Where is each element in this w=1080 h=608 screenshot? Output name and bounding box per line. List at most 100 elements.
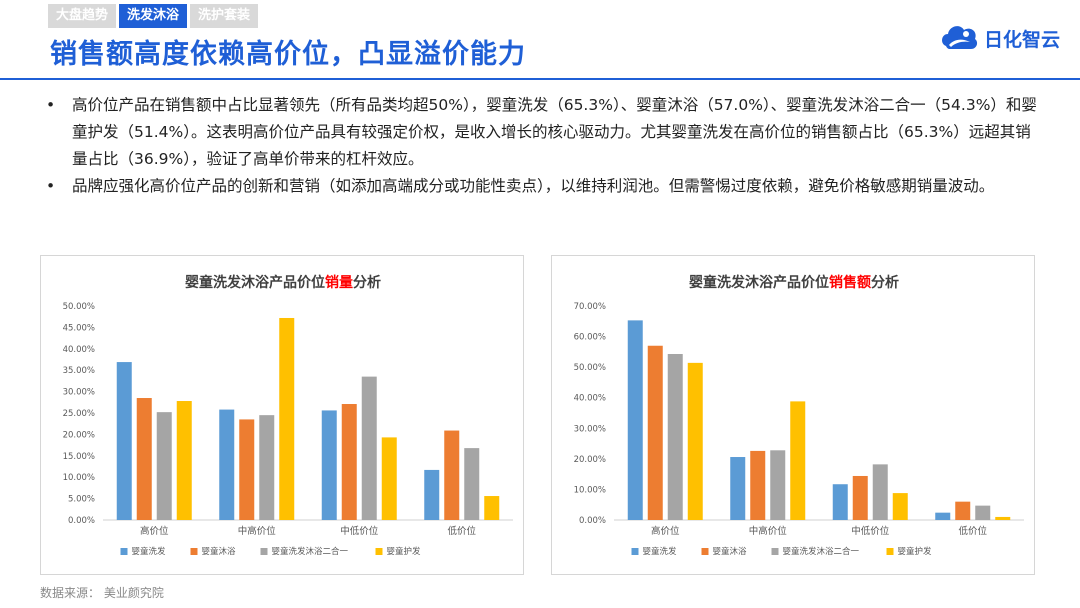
bar <box>444 430 460 520</box>
y-tick-label: 25.00% <box>63 409 95 419</box>
bullet-text: 品牌应强化高价位产品的创新和营销（如添加高端成分或功能性卖点），以维持利润池。但… <box>72 177 995 195</box>
chart-title-prefix: 婴童洗发沐浴产品价位 <box>689 274 829 291</box>
x-tick-label: 中高价位 <box>238 525 277 537</box>
x-tick-label: 中低价位 <box>851 525 890 537</box>
x-tick-label: 低价位 <box>447 525 476 537</box>
bar <box>424 469 440 520</box>
bar <box>239 419 255 520</box>
y-tick-label: 10.00% <box>574 485 606 495</box>
bar <box>687 362 703 520</box>
bullet-item: • 高价位产品在销售额中占比显著领先（所有品类均超50%），婴童洗发（65.3%… <box>42 92 1042 173</box>
y-tick-label: 5.00% <box>68 495 95 505</box>
chart-legend: 婴童洗发 婴童沐浴 婴童洗发沐浴二合一 婴童护发 <box>631 546 933 557</box>
bar <box>259 415 275 520</box>
bar <box>667 353 683 520</box>
bar <box>730 457 746 520</box>
legend-swatch <box>260 548 268 555</box>
chart-title-highlight: 销售额 <box>829 274 871 291</box>
chart-title: 婴童洗发沐浴产品价位销售额分析 <box>689 274 899 291</box>
bar <box>627 320 643 520</box>
revenue-bar-chart: 婴童洗发沐浴产品价位销售额分析 0.00% 10.00% 20.00% 30.00% 40… <box>574 274 1024 557</box>
bullet-dot: • <box>46 96 56 114</box>
bar <box>464 448 480 520</box>
x-tick-label: 中低价位 <box>340 525 379 537</box>
legend-label: 婴童洗发沐浴二合一 <box>783 546 860 557</box>
chart-title-prefix: 婴童洗发沐浴产品价位 <box>185 274 325 291</box>
tab-care-sets[interactable]: 洗护套装 <box>190 4 259 28</box>
tab-shampoo-bath[interactable]: 洗发沐浴 <box>119 4 188 28</box>
bar <box>955 501 971 520</box>
bar <box>116 362 132 520</box>
bar <box>381 437 397 520</box>
bar <box>321 410 337 520</box>
y-tick-label: 40.00% <box>574 394 606 404</box>
legend-swatch <box>886 548 894 555</box>
bar <box>935 512 951 520</box>
bar <box>770 450 786 520</box>
bar <box>750 450 766 520</box>
chart-title: 婴童洗发沐浴产品价位销量分析 <box>185 274 381 291</box>
chart-panel-revenue: 婴童洗发沐浴产品价位销售额分析 0.00% 10.00% 20.00% 30.00% 40… <box>551 255 1035 575</box>
legend-label: 婴童沐浴 <box>713 546 748 557</box>
tab-market-trend[interactable]: 大盘趋势 <box>48 4 117 28</box>
bar <box>484 496 500 520</box>
y-tick-label: 0.00% <box>68 516 95 526</box>
y-tick-label: 0.00% <box>579 516 606 526</box>
legend-label: 婴童洗发 <box>643 546 678 557</box>
volume-bar-chart: 婴童洗发沐浴产品价位销量分析 0.00% 5.00% 10.00% 15.00% 20.0… <box>63 274 513 557</box>
bar <box>219 409 235 520</box>
legend-swatch <box>190 548 198 555</box>
y-tick-label: 35.00% <box>63 366 95 376</box>
bullet-text: 高价位产品在销售额中占比显著领先（所有品类均超50%），婴童洗发（65.3%）、… <box>72 96 1037 168</box>
x-tick-label: 高价位 <box>651 525 680 537</box>
chart-panel-volume: 婴童洗发沐浴产品价位销量分析 0.00% 5.00% 10.00% 15.00% 20.0… <box>40 255 524 575</box>
brand-logo: 日化智云 <box>940 20 1060 56</box>
legend-swatch <box>701 548 709 555</box>
y-tick-label: 50.00% <box>574 363 606 373</box>
y-tick-label: 45.00% <box>63 323 95 333</box>
y-tick-label: 20.00% <box>574 455 606 465</box>
bar <box>995 516 1011 520</box>
y-tick-label: 20.00% <box>63 430 95 440</box>
y-tick-label: 50.00% <box>63 302 95 312</box>
legend-label: 婴童洗发沐浴二合一 <box>272 546 349 557</box>
bar <box>975 505 991 520</box>
bar <box>136 398 152 520</box>
legend-label: 婴童沐浴 <box>202 546 237 557</box>
bar <box>790 401 806 520</box>
bar <box>279 317 295 520</box>
cloud-logo-icon <box>942 26 978 49</box>
legend-label: 婴童护发 <box>898 546 933 557</box>
legend-label: 婴童护发 <box>387 546 422 557</box>
chart-legend: 婴童洗发 婴童沐浴 婴童洗发沐浴二合一 婴童护发 <box>120 546 422 557</box>
legend-swatch <box>631 548 639 555</box>
bullet-item: • 品牌应强化高价位产品的创新和营销（如添加高端成分或功能性卖点），以维持利润池… <box>42 173 1042 200</box>
data-source-note: 数据来源： 美业颜究院 <box>40 586 164 600</box>
y-tick-label: 30.00% <box>574 424 606 434</box>
y-tick-label: 60.00% <box>574 333 606 343</box>
bar <box>892 493 908 520</box>
bar <box>176 401 192 520</box>
bar <box>872 464 888 520</box>
chart-title-suffix: 分析 <box>353 274 381 291</box>
tab-bar: 大盘趋势 洗发沐浴 洗护套装 <box>48 4 259 28</box>
bar <box>341 404 357 520</box>
bar <box>156 412 172 520</box>
bar <box>852 475 868 520</box>
legend-label: 婴童洗发 <box>132 546 167 557</box>
bullet-list: • 高价位产品在销售额中占比显著领先（所有品类均超50%），婴童洗发（65.3%… <box>42 92 1042 200</box>
chart-title-highlight: 销量 <box>325 274 353 291</box>
y-tick-label: 40.00% <box>63 345 95 355</box>
legend-swatch <box>771 548 779 555</box>
legend-swatch <box>375 548 383 555</box>
y-tick-label: 10.00% <box>63 473 95 483</box>
x-tick-label: 中高价位 <box>749 525 788 537</box>
title-divider <box>0 78 1080 80</box>
page-title: 销售额高度依赖高价位，凸显溢价能力 <box>50 39 526 70</box>
y-tick-label: 15.00% <box>63 452 95 462</box>
legend-swatch <box>120 548 128 555</box>
logo-text: 日化智云 <box>983 28 1060 51</box>
y-tick-label: 70.00% <box>574 302 606 312</box>
x-tick-label: 高价位 <box>140 525 169 537</box>
y-tick-label: 30.00% <box>63 388 95 398</box>
